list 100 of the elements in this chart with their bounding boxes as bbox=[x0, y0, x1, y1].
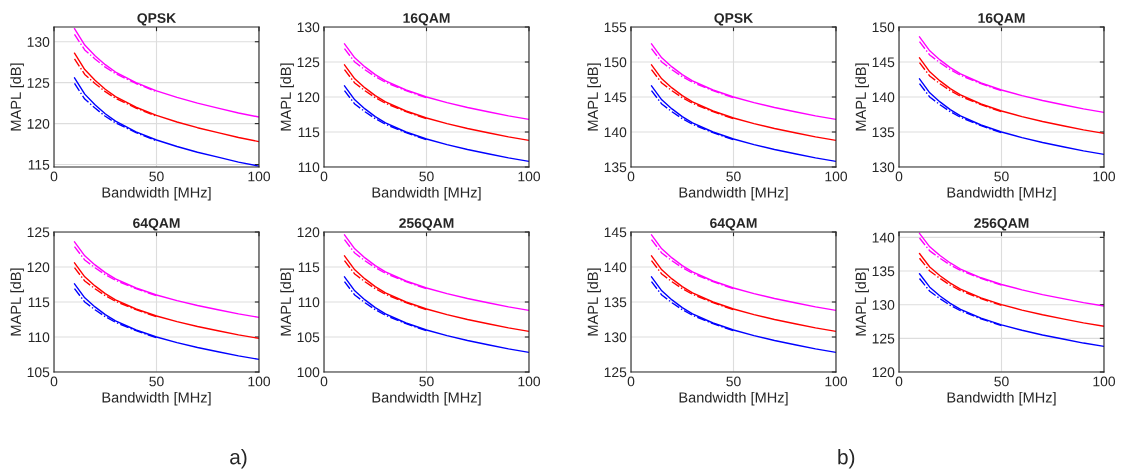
chart-title: 64QAM bbox=[710, 218, 757, 231]
y-tick-label: 130 bbox=[604, 332, 627, 343]
x-tick-label: 0 bbox=[627, 171, 635, 182]
x-tick-label: 100 bbox=[518, 171, 541, 182]
line-series bbox=[650, 234, 836, 312]
y-tick-label: 145 bbox=[604, 227, 627, 238]
x-tick-label: 0 bbox=[627, 376, 635, 387]
x-tick-label: 0 bbox=[320, 376, 328, 387]
line-series bbox=[73, 283, 259, 361]
y-tick-label: 125 bbox=[297, 57, 320, 68]
x-tick-label: 0 bbox=[320, 171, 328, 182]
y-tick-label: 140 bbox=[872, 92, 895, 103]
x-tick-label: 50 bbox=[149, 376, 164, 387]
x-axis-title: Bandwidth [MHz] bbox=[372, 391, 481, 406]
y-tick-label: 125 bbox=[27, 227, 50, 238]
y-tick-label: 150 bbox=[872, 22, 895, 33]
y-axis-title: MAPL [dB] bbox=[855, 268, 869, 336]
line-series bbox=[343, 234, 529, 312]
y-tick-label: 135 bbox=[872, 266, 895, 277]
x-axis-title: Bandwidth [MHz] bbox=[372, 186, 481, 201]
line-series bbox=[73, 52, 259, 143]
y-axis-title: MAPL [dB] bbox=[10, 268, 24, 336]
line-series bbox=[343, 43, 529, 121]
y-tick-label: 120 bbox=[872, 367, 895, 378]
x-tick-label: 0 bbox=[50, 171, 58, 182]
y-tick-label: 145 bbox=[604, 92, 627, 103]
line-series bbox=[73, 77, 259, 167]
line-series bbox=[343, 64, 529, 142]
x-axis-title: Bandwidth [MHz] bbox=[679, 391, 788, 406]
y-tick-label: 130 bbox=[27, 37, 50, 47]
y-axis-title: MAPL [dB] bbox=[10, 63, 24, 131]
line-series bbox=[343, 85, 529, 163]
x-axis-title: Bandwidth [MHz] bbox=[102, 391, 211, 406]
text: a) bbox=[230, 449, 247, 469]
y-tick-label: 130 bbox=[872, 300, 895, 310]
line-series bbox=[918, 252, 1104, 327]
line-series bbox=[73, 241, 259, 319]
y-axis-title: MAPL [dB] bbox=[587, 63, 601, 131]
x-tick-label: 100 bbox=[1093, 376, 1116, 387]
y-axis-title: MAPL [dB] bbox=[280, 268, 294, 336]
y-tick-label: 155 bbox=[604, 22, 627, 33]
y-tick-label: 120 bbox=[27, 262, 50, 273]
line-series bbox=[650, 276, 836, 354]
x-axis-title: Bandwidth [MHz] bbox=[679, 186, 788, 201]
chart-title: 16QAM bbox=[403, 13, 450, 26]
line-series bbox=[918, 273, 1104, 348]
x-tick-label: 50 bbox=[149, 171, 164, 182]
x-tick-label: 100 bbox=[518, 376, 541, 387]
y-tick-label: 125 bbox=[872, 333, 895, 344]
line-series bbox=[73, 262, 259, 340]
x-tick-label: 0 bbox=[895, 171, 903, 182]
chart-title: 256QAM bbox=[974, 218, 1029, 231]
y-tick-label: 115 bbox=[28, 297, 50, 308]
line-series bbox=[73, 27, 259, 118]
line-series bbox=[650, 64, 836, 142]
line-series bbox=[650, 43, 836, 121]
y-axis-title: MAPL [dB] bbox=[280, 63, 294, 131]
y-tick-label: 115 bbox=[298, 127, 320, 138]
x-tick-label: 100 bbox=[1093, 171, 1116, 182]
x-tick-label: 100 bbox=[248, 376, 271, 387]
x-tick-label: 50 bbox=[419, 376, 434, 387]
y-tick-label: 115 bbox=[298, 262, 320, 273]
y-tick-label: 120 bbox=[297, 227, 320, 238]
y-tick-label: 115 bbox=[28, 160, 50, 170]
x-axis-title: Bandwidth [MHz] bbox=[947, 391, 1056, 406]
x-axis-title: Bandwidth [MHz] bbox=[102, 186, 211, 201]
chart-title: QPSK bbox=[714, 13, 754, 26]
y-axis-title: MAPL [dB] bbox=[855, 63, 869, 131]
x-tick-label: 100 bbox=[825, 171, 848, 182]
x-tick-label: 50 bbox=[726, 171, 741, 182]
line-series bbox=[650, 85, 836, 163]
y-tick-label: 135 bbox=[872, 127, 895, 138]
y-tick-label: 135 bbox=[604, 162, 627, 173]
y-tick-label: 150 bbox=[604, 57, 627, 68]
line-series bbox=[650, 255, 836, 333]
y-tick-label: 135 bbox=[604, 297, 627, 308]
y-tick-label: 110 bbox=[28, 332, 50, 343]
line-series bbox=[918, 232, 1104, 307]
x-tick-label: 100 bbox=[825, 376, 848, 387]
y-tick-label: 140 bbox=[872, 232, 895, 243]
y-tick-label: 125 bbox=[27, 78, 50, 88]
x-tick-label: 0 bbox=[50, 376, 58, 387]
x-tick-label: 0 bbox=[895, 376, 903, 387]
y-tick-label: 120 bbox=[297, 92, 320, 103]
y-tick-label: 130 bbox=[297, 22, 320, 33]
x-tick-label: 50 bbox=[994, 171, 1009, 182]
chart-title: 16QAM bbox=[978, 13, 1025, 26]
y-tick-label: 130 bbox=[872, 162, 895, 173]
y-tick-label: 125 bbox=[604, 367, 627, 378]
x-tick-label: 50 bbox=[419, 171, 434, 182]
x-tick-label: 50 bbox=[994, 376, 1009, 387]
y-axis-title: MAPL [dB] bbox=[587, 268, 601, 336]
text: b) bbox=[838, 449, 855, 469]
y-tick-label: 105 bbox=[27, 367, 50, 378]
y-tick-label: 105 bbox=[297, 332, 320, 343]
line-series bbox=[918, 36, 1104, 114]
chart-title: QPSK bbox=[137, 13, 177, 26]
y-tick-label: 120 bbox=[27, 118, 50, 129]
y-tick-label: 110 bbox=[298, 297, 320, 308]
x-tick-label: 50 bbox=[726, 376, 741, 387]
